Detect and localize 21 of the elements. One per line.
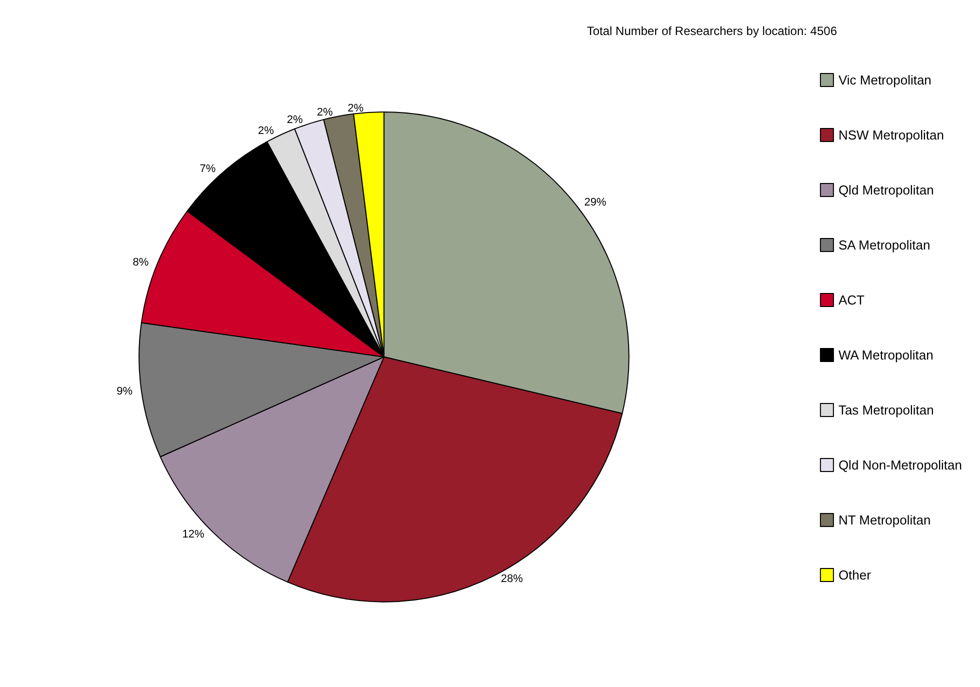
data-label: 2%: [316, 106, 333, 118]
legend-label: ACT: [838, 292, 864, 308]
data-label: 9%: [116, 386, 133, 398]
data-label: 7%: [200, 163, 216, 176]
legend-label: Other: [838, 568, 872, 582]
legend-label: Tas Metropolitan: [838, 402, 934, 418]
legend-label: NSW Metropolitan: [838, 128, 944, 142]
data-label: 8%: [132, 256, 149, 269]
legend-label: Qld Metropolitan: [838, 182, 934, 198]
legend-label: WA Metropolitan: [838, 348, 934, 362]
legend-label: NT Metropolitan: [838, 512, 931, 528]
data-label: 2%: [258, 125, 274, 138]
data-label: 2%: [348, 102, 364, 114]
chart-title: Total Number of Researchers by location: 4506: [586, 24, 838, 38]
data-label: 12%: [182, 528, 205, 540]
legend-label: Qld Non-Metropolitan: [838, 458, 962, 472]
data-label: 28%: [500, 573, 524, 586]
legend-label: Vic Metropolitan: [838, 72, 932, 88]
data-label: 2%: [286, 114, 303, 126]
data-label: 29%: [584, 196, 606, 209]
legend-label: SA Metropolitan: [838, 238, 930, 252]
